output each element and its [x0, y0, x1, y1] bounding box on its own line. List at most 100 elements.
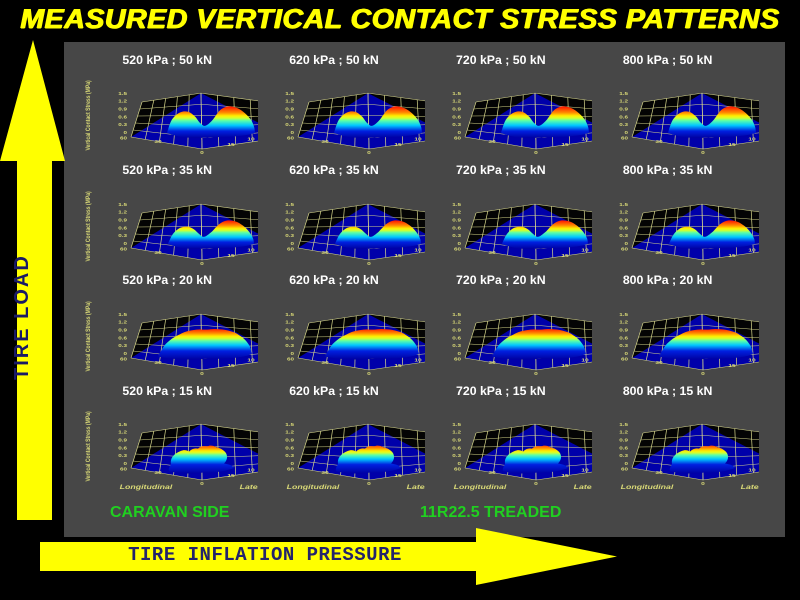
svg-text:15: 15 — [728, 363, 736, 368]
svg-text:60: 60 — [287, 247, 294, 252]
svg-text:30: 30 — [155, 250, 162, 255]
svg-text:0: 0 — [200, 151, 204, 156]
svg-text:1.2: 1.2 — [452, 320, 461, 325]
svg-text:0: 0 — [200, 372, 204, 377]
svg-text:60: 60 — [287, 467, 294, 472]
svg-text:60: 60 — [454, 136, 461, 141]
svg-text:0.6: 0.6 — [285, 226, 294, 231]
svg-text:0.3: 0.3 — [619, 123, 628, 128]
svg-text:0.9: 0.9 — [285, 438, 294, 443]
svg-text:15: 15 — [228, 253, 236, 258]
svg-text:0.9: 0.9 — [285, 218, 294, 223]
svg-text:60: 60 — [454, 357, 461, 362]
svg-text:1.2: 1.2 — [285, 210, 294, 215]
svg-text:0.3: 0.3 — [285, 454, 294, 459]
svg-text:60: 60 — [120, 136, 127, 141]
svg-text:0.6: 0.6 — [285, 336, 294, 341]
svg-text:0.3: 0.3 — [118, 123, 127, 128]
svg-text:0.6: 0.6 — [619, 336, 628, 341]
svg-text:Longitudinal: Longitudinal — [287, 483, 341, 491]
svg-text:0.9: 0.9 — [118, 108, 127, 113]
svg-text:0: 0 — [124, 352, 128, 357]
svg-text:Longitudinal: Longitudinal — [620, 483, 674, 491]
svg-text:30: 30 — [155, 140, 162, 145]
svg-text:0.9: 0.9 — [452, 328, 461, 333]
svg-text:0: 0 — [290, 241, 294, 246]
svg-text:0.3: 0.3 — [285, 344, 294, 349]
svg-text:0: 0 — [701, 151, 705, 156]
svg-text:15: 15 — [728, 143, 736, 148]
svg-text:0.3: 0.3 — [452, 234, 461, 239]
svg-text:0.3: 0.3 — [619, 454, 628, 459]
svg-text:30: 30 — [488, 361, 495, 366]
svg-text:1.5: 1.5 — [619, 423, 628, 428]
svg-text:0: 0 — [701, 482, 705, 487]
svg-text:1.5: 1.5 — [118, 423, 127, 428]
svg-text:0.9: 0.9 — [452, 438, 461, 443]
svg-text:0.6: 0.6 — [118, 446, 127, 451]
svg-text:0.9: 0.9 — [619, 328, 628, 333]
svg-text:60: 60 — [287, 357, 294, 362]
svg-text:0.3: 0.3 — [118, 344, 127, 349]
svg-text:0: 0 — [534, 261, 538, 266]
svg-text:0: 0 — [534, 372, 538, 377]
svg-text:0: 0 — [701, 261, 705, 266]
svg-text:0: 0 — [367, 482, 371, 487]
svg-text:0: 0 — [457, 352, 461, 357]
svg-text:0.9: 0.9 — [118, 438, 127, 443]
svg-text:60: 60 — [287, 136, 294, 141]
svg-text:0.3: 0.3 — [619, 344, 628, 349]
svg-text:1.5: 1.5 — [118, 92, 127, 97]
svg-text:15: 15 — [561, 143, 569, 148]
svg-text:30: 30 — [488, 471, 495, 476]
svg-text:30: 30 — [321, 250, 328, 255]
svg-text:0.6: 0.6 — [285, 446, 294, 451]
svg-text:10: 10 — [748, 138, 755, 143]
svg-text:1.2: 1.2 — [118, 320, 127, 325]
svg-text:10: 10 — [748, 469, 755, 474]
svg-text:1.5: 1.5 — [452, 92, 461, 97]
svg-text:15: 15 — [561, 253, 569, 258]
svg-text:15: 15 — [561, 363, 569, 368]
svg-text:30: 30 — [155, 471, 162, 476]
svg-text:0: 0 — [624, 241, 628, 246]
svg-text:15: 15 — [228, 363, 236, 368]
svg-text:15: 15 — [394, 474, 402, 479]
svg-text:15: 15 — [394, 253, 402, 258]
svg-text:60: 60 — [454, 467, 461, 472]
svg-text:0.3: 0.3 — [118, 454, 127, 459]
svg-text:Longitudinal: Longitudinal — [453, 483, 507, 491]
svg-text:Vertical Contact Stress (MPa): Vertical Contact Stress (MPa) — [86, 81, 93, 151]
svg-text:1.2: 1.2 — [619, 210, 628, 215]
svg-text:0.9: 0.9 — [285, 328, 294, 333]
svg-text:30: 30 — [155, 361, 162, 366]
svg-text:0.9: 0.9 — [619, 108, 628, 113]
svg-text:1.5: 1.5 — [619, 312, 628, 317]
svg-text:30: 30 — [655, 250, 662, 255]
svg-text:1.2: 1.2 — [118, 100, 127, 105]
svg-text:0: 0 — [457, 241, 461, 246]
svg-text:30: 30 — [655, 471, 662, 476]
svg-text:0.9: 0.9 — [118, 218, 127, 223]
svg-text:0.9: 0.9 — [452, 108, 461, 113]
svg-text:1.2: 1.2 — [285, 431, 294, 436]
svg-text:1.5: 1.5 — [118, 202, 127, 207]
svg-text:1.5: 1.5 — [452, 202, 461, 207]
svg-text:Vertical Contact Stress (MPa): Vertical Contact Stress (MPa) — [86, 411, 93, 481]
svg-text:0.6: 0.6 — [619, 115, 628, 120]
svg-text:1.2: 1.2 — [619, 100, 628, 105]
svg-text:1.2: 1.2 — [619, 320, 628, 325]
svg-text:60: 60 — [120, 357, 127, 362]
svg-text:Vertical Contact Stress (MPa): Vertical Contact Stress (MPa) — [86, 301, 93, 371]
svg-text:0.6: 0.6 — [619, 226, 628, 231]
svg-text:0.6: 0.6 — [452, 336, 461, 341]
svg-text:30: 30 — [488, 250, 495, 255]
svg-text:1.5: 1.5 — [118, 312, 127, 317]
svg-text:60: 60 — [454, 247, 461, 252]
svg-text:0.6: 0.6 — [118, 226, 127, 231]
svg-text:15: 15 — [394, 143, 402, 148]
svg-text:1.5: 1.5 — [452, 312, 461, 317]
svg-text:1.2: 1.2 — [285, 100, 294, 105]
svg-text:Lateral: Lateral — [740, 483, 758, 491]
svg-text:0.3: 0.3 — [619, 234, 628, 239]
